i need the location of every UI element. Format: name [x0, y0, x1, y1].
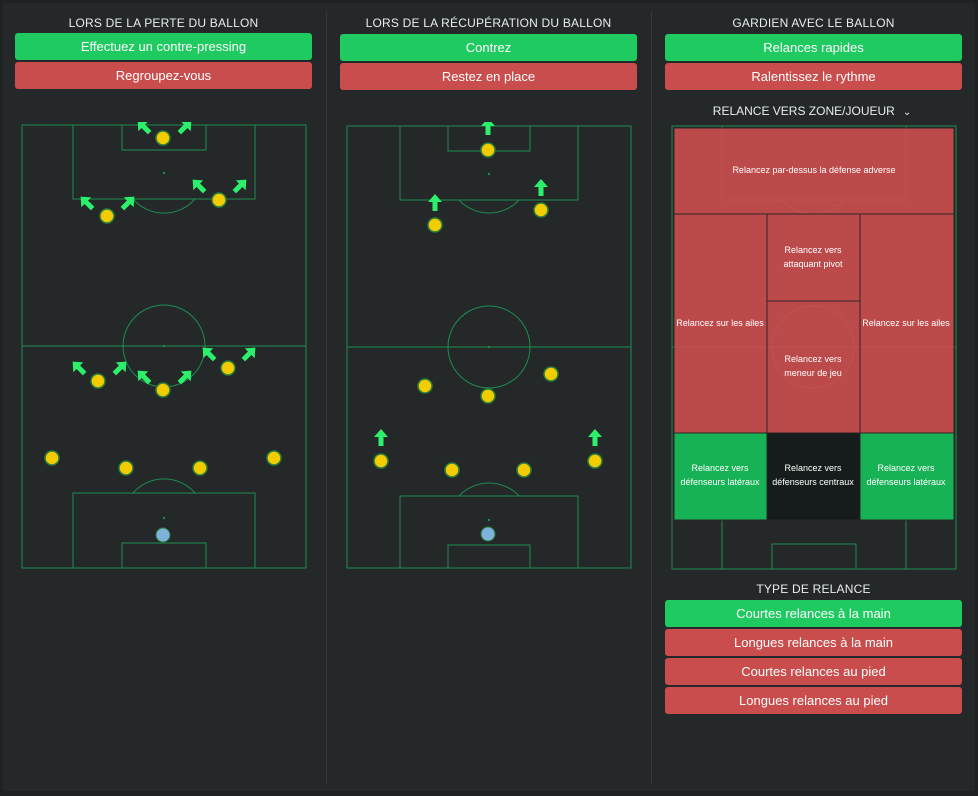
- player-marker: [543, 366, 559, 382]
- player-marker: [417, 378, 433, 394]
- goalkeeper-marker: [480, 526, 496, 542]
- player-marker: [44, 450, 60, 466]
- arrow-up-icon: [534, 179, 548, 196]
- player-marker: [192, 460, 208, 476]
- arrow-up-icon: [481, 122, 495, 135]
- player-marker: [220, 360, 236, 376]
- zone-over-defence[interactable]: Relancez par-dessus la défense adverse: [673, 127, 955, 215]
- arrow-up-left-icon: [72, 361, 87, 376]
- player-marker: [118, 460, 134, 476]
- arrow-up-icon: [588, 429, 602, 446]
- zone-fullbacks-right[interactable]: Relancez vers défenseurs latéraux: [859, 432, 955, 521]
- regroup-button[interactable]: Regroupez-vous: [15, 62, 312, 89]
- distribution-target-dropdown[interactable]: RELANCE VERS ZONE/JOUEUR ⌄: [662, 102, 962, 120]
- long-kick-button[interactable]: Longues relances au pied: [665, 687, 962, 714]
- arrow-up-icon: [428, 194, 442, 211]
- zone-wings-right[interactable]: Relancez sur les ailes: [859, 213, 955, 434]
- distribution-target-label: RELANCE VERS ZONE/JOUEUR: [712, 104, 895, 118]
- zone-playmaker-line1: Relancez vers: [784, 354, 842, 364]
- player-marker: [516, 462, 532, 478]
- arrow-up-right-icon: [232, 179, 247, 194]
- zone-target-man-line1: Relancez vers: [784, 245, 842, 255]
- player-marker: [90, 373, 106, 389]
- player-marker: [480, 142, 496, 158]
- zone-fullbacks-left-line2: défenseurs latéraux: [680, 477, 760, 487]
- zone-playmaker-line2: meneur de jeu: [784, 368, 842, 378]
- zone-wings-right-label: Relancez sur les ailes: [862, 318, 950, 328]
- goalkeeper-marker: [155, 527, 171, 543]
- chevron-down-icon: ⌄: [902, 107, 912, 118]
- player-marker: [211, 192, 227, 208]
- arrow-up-left-icon: [202, 347, 217, 362]
- arrow-up-left-icon: [192, 179, 207, 194]
- arrow-up-right-icon: [177, 122, 192, 135]
- player-marker: [533, 202, 549, 218]
- player-marker: [480, 388, 496, 404]
- zone-playmaker[interactable]: Relancez vers meneur de jeu: [766, 300, 861, 434]
- pitch-counter-press: [21, 122, 307, 569]
- hold-shape-button[interactable]: Restez en place: [340, 63, 637, 90]
- goalkeeper-title: GARDIEN AVEC LE BALLON: [732, 16, 895, 30]
- arrow-up-right-icon: [241, 347, 256, 362]
- pitch-lines: [21, 124, 307, 569]
- player-marker: [155, 130, 171, 146]
- arrow-up-icon: [374, 429, 388, 446]
- arrow-up-left-icon: [80, 196, 95, 211]
- counter-button[interactable]: Contrez: [340, 34, 637, 61]
- player-marker: [444, 462, 460, 478]
- zone-over-defence-label: Relancez par-dessus la défense adverse: [732, 165, 895, 175]
- slow-pace-button[interactable]: Ralentissez le rythme: [665, 63, 962, 90]
- column-divider: [651, 12, 652, 784]
- transition-win-title: LORS DE LA RÉCUPÉRATION DU BALLON: [365, 16, 612, 30]
- player-marker: [99, 208, 115, 224]
- distribution-pitch: Relancez par-dessus la défense adverse R…: [671, 125, 957, 570]
- zone-fullbacks-right-line2: défenseurs latéraux: [866, 477, 946, 487]
- arrow-up-right-icon: [120, 196, 135, 211]
- zone-centre-backs-line2: défenseurs centraux: [772, 477, 854, 487]
- arrow-up-left-icon: [137, 370, 152, 385]
- players-layer: [44, 130, 282, 476]
- zone-fullbacks-left[interactable]: Relancez vers défenseurs latéraux: [673, 432, 768, 521]
- column-divider: [326, 12, 327, 784]
- zone-target-man-line2: attaquant pivot: [783, 259, 843, 269]
- player-marker: [427, 217, 443, 233]
- counter-press-button[interactable]: Effectuez un contre-pressing: [15, 33, 312, 60]
- zone-fullbacks-left-line1: Relancez vers: [691, 463, 749, 473]
- short-kick-button[interactable]: Courtes relances au pied: [665, 658, 962, 685]
- arrow-up-right-icon: [112, 361, 127, 376]
- short-throw-button[interactable]: Courtes relances à la main: [665, 600, 962, 627]
- pitch-lines: [346, 125, 632, 569]
- zone-wings-left-label: Relancez sur les ailes: [676, 318, 764, 328]
- distribution-type-title: TYPE DE RELANCE: [756, 582, 871, 596]
- zone-fullbacks-right-line1: Relancez vers: [877, 463, 935, 473]
- players-layer: [373, 142, 603, 478]
- zone-wings-left[interactable]: Relancez sur les ailes: [673, 213, 768, 434]
- zone-target-man[interactable]: Relancez vers attaquant pivot: [766, 213, 861, 302]
- pitch-counter: [346, 122, 632, 569]
- player-marker: [266, 450, 282, 466]
- arrows-layer: [374, 122, 602, 446]
- long-throw-button[interactable]: Longues relances à la main: [665, 629, 962, 656]
- player-marker: [155, 382, 171, 398]
- arrows-layer: [72, 122, 256, 385]
- zone-centre-backs-line1: Relancez vers: [784, 463, 842, 473]
- distribute-quickly-button[interactable]: Relances rapides: [665, 34, 962, 61]
- zone-centre-backs[interactable]: Relancez vers défenseurs centraux: [766, 432, 861, 521]
- arrow-up-right-icon: [177, 370, 192, 385]
- player-marker: [587, 453, 603, 469]
- arrow-up-left-icon: [137, 122, 152, 135]
- transition-loss-title: LORS DE LA PERTE DU BALLON: [68, 16, 259, 30]
- player-marker: [373, 453, 389, 469]
